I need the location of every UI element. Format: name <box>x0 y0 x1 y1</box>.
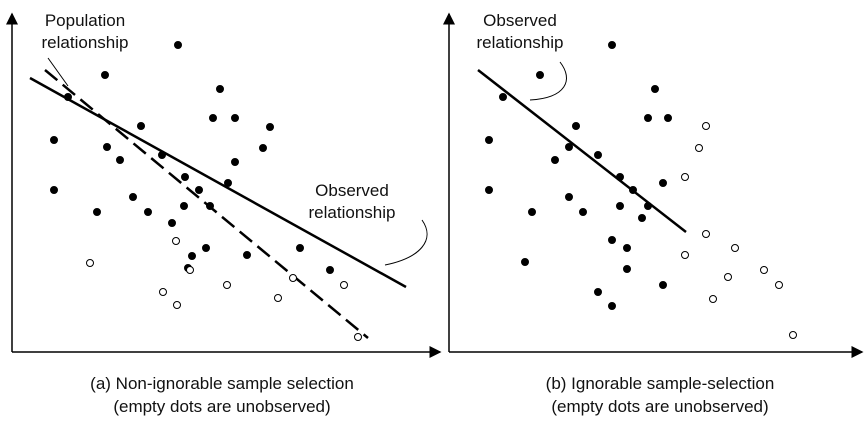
observed-dot <box>594 151 602 159</box>
annotation: relationship <box>477 33 564 52</box>
observed-dot <box>174 41 182 49</box>
observed-dot <box>485 186 493 194</box>
observed-dot <box>168 219 176 227</box>
observed-dot <box>50 186 58 194</box>
unobserved-dot <box>702 122 710 130</box>
observed-dot <box>664 114 672 122</box>
observed-dot <box>103 143 111 151</box>
observed-dot <box>629 186 637 194</box>
observed-dot <box>521 258 529 266</box>
observed-dot <box>224 179 232 187</box>
observed-dot <box>93 208 101 216</box>
observed-dot <box>623 244 631 252</box>
observed-dot <box>326 266 334 274</box>
observed-dot <box>188 252 196 260</box>
caption: (a) Non-ignorable sample selection <box>90 374 354 393</box>
annotation: relationship <box>42 33 129 52</box>
observed-dot <box>499 93 507 101</box>
observed-line <box>477 69 687 233</box>
unobserved-dot <box>186 266 194 274</box>
annotation: relationship <box>309 203 396 222</box>
observed-dot <box>528 208 536 216</box>
unobserved-dot <box>731 244 739 252</box>
unobserved-dot <box>173 301 181 309</box>
observed-dot <box>231 114 239 122</box>
observed-dot <box>644 114 652 122</box>
unobserved-dot <box>86 259 94 267</box>
observed-dot <box>195 186 203 194</box>
unobserved-dot <box>289 274 297 282</box>
unobserved-dot <box>709 295 717 303</box>
annotation: Observed <box>483 11 557 30</box>
observed-dot <box>209 114 217 122</box>
observed-dot <box>137 122 145 130</box>
observed-dot <box>659 179 667 187</box>
observed-dot <box>638 214 646 222</box>
unobserved-dot <box>172 237 180 245</box>
observed-dot <box>101 71 109 79</box>
observed-dot <box>485 136 493 144</box>
observed-dot <box>551 156 559 164</box>
caption: (empty dots are unobserved) <box>551 397 768 416</box>
observed-dot <box>608 302 616 310</box>
observed-dot <box>644 202 652 210</box>
observed-dot <box>50 136 58 144</box>
observed-dot <box>206 202 214 210</box>
observed-dot <box>296 244 304 252</box>
observed-dot <box>623 265 631 273</box>
unobserved-dot <box>702 230 710 238</box>
observed-dot <box>144 208 152 216</box>
observed-dot <box>565 143 573 151</box>
observed-dot <box>158 151 166 159</box>
dots <box>50 41 797 341</box>
observed-dot <box>243 251 251 259</box>
unobserved-dot <box>789 331 797 339</box>
observed-dot <box>616 173 624 181</box>
observed-dot <box>536 71 544 79</box>
caption: (b) Ignorable sample-selection <box>546 374 775 393</box>
observed-dot <box>202 244 210 252</box>
unobserved-dot <box>760 266 768 274</box>
observed-dot <box>572 122 580 130</box>
annotation: Population <box>45 11 125 30</box>
unobserved-dot <box>775 281 783 289</box>
observed-dot <box>259 144 267 152</box>
unobserved-dot <box>724 273 732 281</box>
observed-dot <box>216 85 224 93</box>
observed-dot <box>231 158 239 166</box>
unobserved-dot <box>695 144 703 152</box>
observed-dot <box>579 208 587 216</box>
observed-dot <box>116 156 124 164</box>
population-line <box>44 69 369 339</box>
observed-dot <box>651 85 659 93</box>
observed-dot <box>594 288 602 296</box>
observed-dot <box>129 193 137 201</box>
unobserved-dot <box>159 288 167 296</box>
observed-dot <box>565 193 573 201</box>
observed-dot <box>266 123 274 131</box>
observed-line <box>29 76 407 289</box>
unobserved-dot <box>340 281 348 289</box>
observed-dot <box>181 173 189 181</box>
unobserved-dot <box>681 251 689 259</box>
unobserved-dot <box>274 294 282 302</box>
observed-dot <box>64 93 72 101</box>
pointer <box>529 61 567 101</box>
annotation: Observed <box>315 181 389 200</box>
unobserved-dot <box>223 281 231 289</box>
pointer <box>384 219 428 266</box>
observed-dot <box>180 202 188 210</box>
observed-dot <box>659 281 667 289</box>
unobserved-dot <box>354 333 362 341</box>
observed-dot <box>608 236 616 244</box>
unobserved-dot <box>681 173 689 181</box>
observed-dot <box>608 41 616 49</box>
observed-dot <box>616 202 624 210</box>
caption: (empty dots are unobserved) <box>113 397 330 416</box>
pointer <box>47 57 69 87</box>
